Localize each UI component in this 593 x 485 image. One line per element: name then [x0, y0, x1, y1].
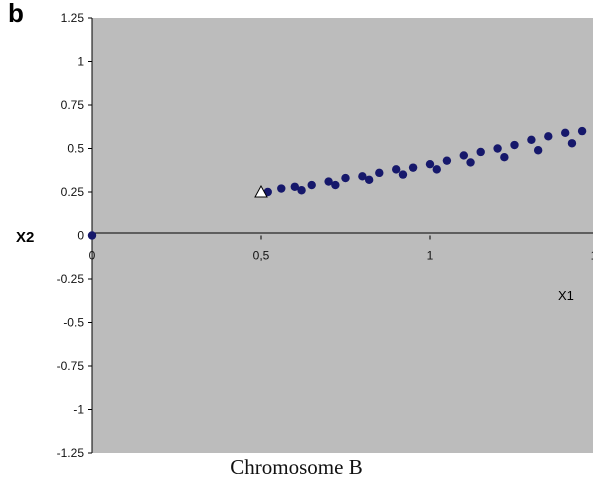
y-tick-label: -0.75 — [57, 359, 85, 373]
data-point — [533, 146, 543, 155]
data-point — [527, 135, 536, 144]
data-point — [442, 156, 452, 165]
y-axis-ticks: 1.25 1 0.75 0.5 0.25 0 -0.25 -0.5 -0.75 -1 -1.25 — [57, 11, 92, 460]
data-point — [297, 186, 306, 195]
panel-label: b — [8, 0, 24, 28]
y-tick-label: 0.5 — [67, 142, 84, 156]
data-point — [307, 180, 316, 190]
y-tick-label: -0.5 — [63, 316, 84, 330]
data-point — [408, 163, 418, 172]
data-point — [577, 126, 587, 136]
y-tick-label: -1.25 — [57, 446, 85, 460]
data-point — [510, 140, 519, 150]
data-points — [87, 126, 587, 240]
data-point — [398, 170, 408, 179]
plot-area — [92, 18, 593, 453]
x-tick-label: 1,5 — [591, 249, 593, 263]
data-point — [87, 231, 97, 240]
data-point — [493, 144, 502, 153]
data-point — [476, 147, 485, 157]
y-tick-label: 0.25 — [61, 185, 85, 199]
data-point — [425, 159, 435, 169]
data-point — [331, 180, 340, 190]
y-tick-label: 1.25 — [61, 11, 85, 25]
data-point — [277, 184, 286, 193]
data-point — [392, 165, 401, 174]
x-tick-label: 1 — [427, 249, 434, 263]
data-point — [364, 175, 374, 185]
y-tick-label: 0.75 — [61, 98, 85, 112]
data-point — [459, 151, 468, 160]
y-tick-label: 0 — [77, 229, 84, 243]
y-tick-label: -1 — [73, 403, 84, 417]
data-point — [466, 158, 475, 167]
y-axis-title: X2 — [16, 229, 34, 246]
data-point — [375, 168, 384, 178]
data-point — [341, 173, 350, 183]
data-point — [567, 139, 577, 148]
data-point — [561, 128, 570, 138]
chart-title: Chromosome B — [230, 455, 363, 479]
data-point — [324, 177, 333, 186]
data-point — [544, 132, 553, 141]
marker-points — [254, 184, 268, 198]
y-tick-label: 1 — [77, 55, 84, 69]
x-axis-title: X1 — [558, 288, 574, 303]
x-tick-label: 0,5 — [253, 249, 270, 263]
data-point — [432, 165, 441, 174]
x-tick-label: 0 — [89, 249, 96, 263]
scatter-chart: 1.25 1 0.75 0.5 0.25 0 -0.25 -0.5 -0.75 -1 -1.25 0… — [16, 11, 593, 460]
data-point — [290, 182, 299, 191]
triangle-marker — [254, 184, 268, 198]
y-tick-label: -0.25 — [57, 272, 85, 286]
data-point — [358, 172, 367, 181]
data-point — [500, 153, 509, 162]
